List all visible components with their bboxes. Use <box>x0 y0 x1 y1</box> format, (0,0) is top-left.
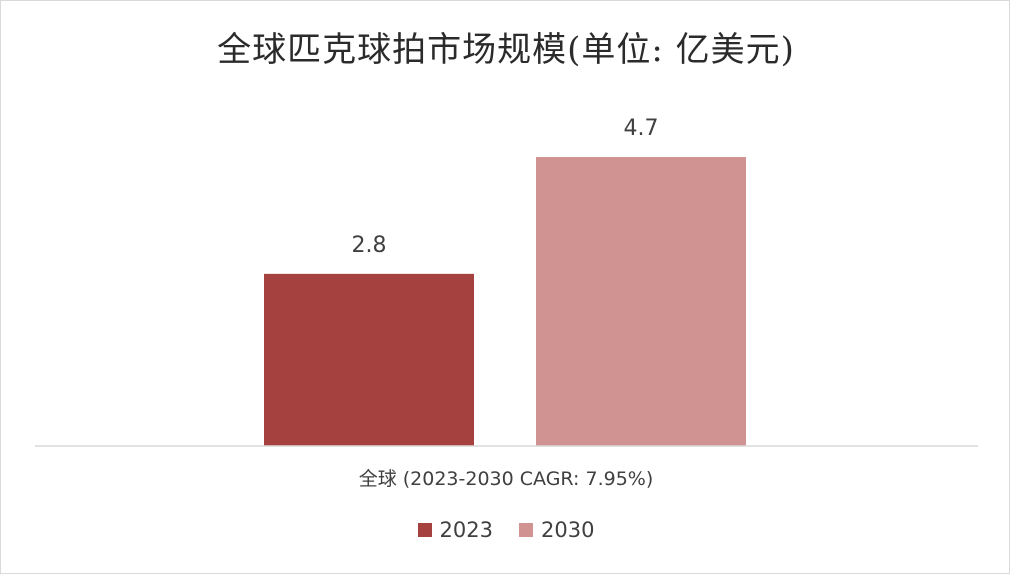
data-label-2023: 2.8 <box>352 233 387 258</box>
x-tick-label: 全球 (2023-2030 CAGR: 7.95%) <box>359 468 654 490</box>
legend-swatch-2023 <box>417 523 432 537</box>
chart-title: 全球匹克球拍市场规模(单位: 亿美元) <box>217 30 795 70</box>
data-label-2030: 4.7 <box>624 116 659 141</box>
legend-item-2023: 2023 <box>417 518 493 542</box>
legend-label-2023: 2023 <box>439 518 493 542</box>
bar-2023 <box>264 273 474 446</box>
bar-2030 <box>536 157 746 446</box>
chart-legend: 2023 2030 <box>0 518 1012 542</box>
legend-swatch-2030 <box>519 523 533 537</box>
legend-item-2030: 2030 <box>519 518 594 542</box>
legend-label-2030: 2030 <box>541 518 595 542</box>
